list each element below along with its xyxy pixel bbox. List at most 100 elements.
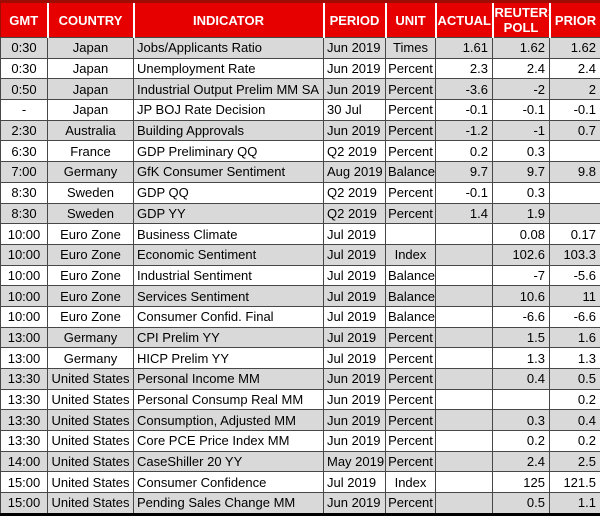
cell-unit bbox=[385, 223, 436, 245]
column-header-indicator: INDICATOR bbox=[132, 1, 324, 38]
cell-period: Jun 2019 bbox=[323, 78, 386, 101]
cell-reuters-poll: 0.5 bbox=[492, 492, 550, 515]
cell-indicator: Business Climate bbox=[133, 223, 324, 245]
cell-gmt: - bbox=[0, 99, 48, 121]
cell-unit: Index bbox=[385, 243, 436, 266]
table-row: 13:30 United States Personal Income MM J… bbox=[0, 368, 600, 390]
cell-gmt: 8:30 bbox=[0, 202, 48, 225]
cell-reuters-poll: 0.4 bbox=[492, 368, 550, 390]
cell-actual: 2.3 bbox=[435, 57, 493, 80]
cell-actual bbox=[435, 223, 493, 245]
cell-prior: 1.6 bbox=[549, 326, 600, 349]
column-header-unit: UNIT bbox=[384, 1, 436, 38]
cell-gmt: 14:00 bbox=[0, 450, 48, 473]
table-row: 15:00 United States Consumer Confidence … bbox=[0, 471, 600, 494]
cell-indicator: GfK Consumer Sentiment bbox=[133, 161, 324, 183]
table-row: 0:30 Japan Unemployment Rate Jun 2019 Pe… bbox=[0, 57, 600, 80]
cell-prior: 121.5 bbox=[549, 471, 600, 494]
cell-reuters-poll: -0.1 bbox=[492, 99, 550, 121]
table-row: - Japan JP BOJ Rate Decision 30 Jul Perc… bbox=[0, 99, 600, 121]
cell-unit: Percent bbox=[385, 140, 436, 163]
cell-country: Euro Zone bbox=[47, 264, 134, 287]
cell-gmt: 7:00 bbox=[0, 161, 48, 183]
cell-unit: Percent bbox=[385, 492, 436, 515]
cell-actual: 1.61 bbox=[435, 37, 493, 59]
cell-gmt: 10:00 bbox=[0, 285, 48, 307]
cell-unit: Percent bbox=[385, 119, 436, 142]
cell-reuters-poll: 1.62 bbox=[492, 37, 550, 59]
cell-gmt: 10:00 bbox=[0, 223, 48, 245]
cell-prior: 1.1 bbox=[549, 492, 600, 515]
cell-gmt: 10:00 bbox=[0, 264, 48, 287]
cell-prior: 0.2 bbox=[549, 430, 600, 452]
cell-unit: Times bbox=[385, 37, 436, 59]
cell-prior: -0.1 bbox=[549, 99, 600, 121]
cell-unit: Percent bbox=[385, 57, 436, 80]
cell-country: Sweden bbox=[47, 202, 134, 225]
cell-period: Aug 2019 bbox=[323, 161, 386, 183]
cell-reuters-poll: 0.3 bbox=[492, 409, 550, 432]
cell-indicator: Pending Sales Change MM bbox=[133, 492, 324, 515]
cell-country: United States bbox=[47, 430, 134, 452]
cell-prior: 2.5 bbox=[549, 450, 600, 473]
cell-prior: 1.3 bbox=[549, 347, 600, 369]
table-row: 10:00 Euro Zone Industrial Sentiment Jul… bbox=[0, 264, 600, 287]
cell-reuters-poll: 2.4 bbox=[492, 57, 550, 80]
cell-reuters-poll: 0.2 bbox=[492, 430, 550, 452]
cell-reuters-poll: -7 bbox=[492, 264, 550, 287]
cell-actual bbox=[435, 409, 493, 432]
cell-country: United States bbox=[47, 388, 134, 411]
cell-prior: -5.6 bbox=[549, 264, 600, 287]
cell-prior bbox=[549, 202, 600, 225]
cell-prior: 2 bbox=[549, 78, 600, 101]
column-header-period: PERIOD bbox=[322, 1, 386, 38]
cell-gmt: 15:00 bbox=[0, 471, 48, 494]
table-row: 13:00 Germany HICP Prelim YY Jul 2019 Pe… bbox=[0, 347, 600, 369]
cell-reuters-poll: 10.6 bbox=[492, 285, 550, 307]
cell-prior: 11 bbox=[549, 285, 600, 307]
cell-actual: -0.1 bbox=[435, 181, 493, 204]
cell-actual bbox=[435, 430, 493, 452]
cell-prior: -6.6 bbox=[549, 305, 600, 328]
cell-reuters-poll: -1 bbox=[492, 119, 550, 142]
cell-prior: 0.2 bbox=[549, 388, 600, 411]
cell-actual: 0.2 bbox=[435, 140, 493, 163]
cell-actual: -0.1 bbox=[435, 99, 493, 121]
cell-country: Japan bbox=[47, 37, 134, 59]
table-row: 7:00 Germany GfK Consumer Sentiment Aug … bbox=[0, 161, 600, 183]
cell-gmt: 15:00 bbox=[0, 492, 48, 515]
cell-country: Japan bbox=[47, 78, 134, 101]
cell-indicator: Economic Sentiment bbox=[133, 243, 324, 266]
cell-indicator: Industrial Output Prelim MM SA bbox=[133, 78, 324, 101]
cell-country: France bbox=[47, 140, 134, 163]
cell-indicator: Personal Consump Real MM bbox=[133, 388, 324, 411]
table-row: 14:00 United States CaseShiller 20 YY Ma… bbox=[0, 450, 600, 473]
cell-prior: 103.3 bbox=[549, 243, 600, 266]
cell-indicator: CPI Prelim YY bbox=[133, 326, 324, 349]
cell-gmt: 13:30 bbox=[0, 388, 48, 411]
table-row: 15:00 United States Pending Sales Change… bbox=[0, 492, 600, 515]
header-row: GMT COUNTRY INDICATOR PERIOD UNIT ACTUAL… bbox=[0, 1, 600, 38]
cell-country: United States bbox=[47, 492, 134, 515]
cell-actual bbox=[435, 368, 493, 390]
cell-indicator: Core PCE Price Index MM bbox=[133, 430, 324, 452]
cell-prior: 0.7 bbox=[549, 119, 600, 142]
cell-country: Japan bbox=[47, 57, 134, 80]
cell-country: Germany bbox=[47, 161, 134, 183]
column-header-reuters-poll: REUTERS POLL bbox=[491, 1, 550, 38]
table-row: 0:50 Japan Industrial Output Prelim MM S… bbox=[0, 78, 600, 101]
cell-unit: Index bbox=[385, 471, 436, 494]
cell-unit: Percent bbox=[385, 450, 436, 473]
cell-indicator: Consumer Confid. Final bbox=[133, 305, 324, 328]
cell-prior: 9.8 bbox=[549, 161, 600, 183]
cell-period: Jun 2019 bbox=[323, 119, 386, 142]
cell-period: Jul 2019 bbox=[323, 223, 386, 245]
cell-indicator: GDP QQ bbox=[133, 181, 324, 204]
cell-actual bbox=[435, 492, 493, 515]
cell-gmt: 13:00 bbox=[0, 326, 48, 349]
table-row: 13:00 Germany CPI Prelim YY Jul 2019 Per… bbox=[0, 326, 600, 349]
cell-gmt: 6:30 bbox=[0, 140, 48, 163]
cell-country: Euro Zone bbox=[47, 223, 134, 245]
cell-indicator: GDP YY bbox=[133, 202, 324, 225]
